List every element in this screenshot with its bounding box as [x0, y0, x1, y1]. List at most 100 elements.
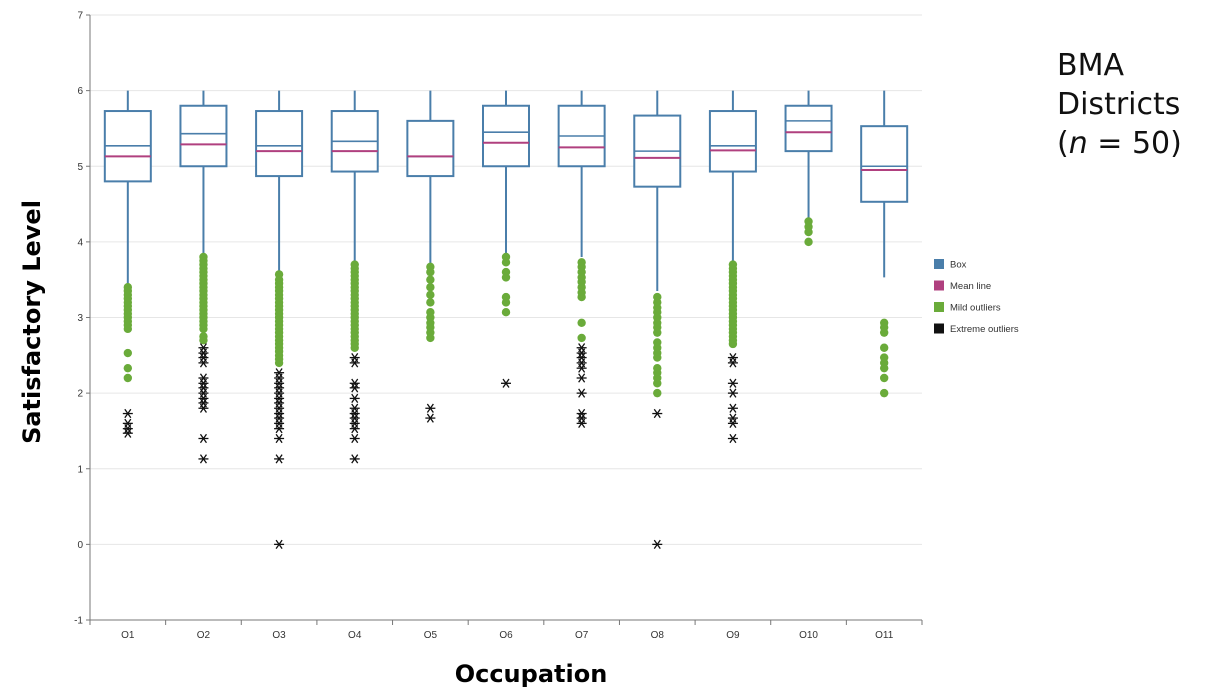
asterisk-stroke: [578, 363, 586, 373]
asterisk-stroke: [426, 413, 434, 423]
extreme-outlier: [274, 424, 285, 434]
extreme-outlier: [122, 424, 133, 434]
extreme-outlier: [274, 373, 285, 383]
axes: -1 0 1 2 3 4 5 6 7 O1 O2 O3 O4 O5 O6 O7 O8 O9 O10 O11: [74, 11, 923, 641]
extreme-outlier: [122, 408, 133, 419]
mild-outlier: [199, 324, 208, 334]
extreme-outlier: [274, 368, 285, 378]
extreme-outlier: [349, 433, 360, 444]
mild-outlier: [653, 328, 662, 337]
iqr-box: [708, 110, 757, 173]
extreme-outlier: [576, 373, 587, 383]
extreme-outlier: [652, 408, 663, 419]
asterisk-stroke: [729, 418, 737, 428]
mild-outlier: [426, 290, 435, 300]
box-O8: [633, 90, 682, 292]
x-tick-label: O3: [272, 630, 286, 641]
asterisk-stroke: [124, 424, 132, 434]
extreme-outlier: [727, 388, 738, 398]
asterisk-stroke: [578, 373, 586, 383]
asterisk-stroke: [351, 454, 359, 464]
sample-note: BMA Districts (n = 50): [1057, 46, 1182, 163]
mild-outlier: [879, 388, 889, 398]
asterisk-stroke: [351, 383, 359, 393]
legend-label-extreme: Extreme outliers: [950, 324, 1019, 335]
y-tick-label: 2: [77, 389, 83, 400]
extreme-outlier: [198, 398, 209, 408]
legend-swatch-mild: [934, 302, 944, 312]
legend-swatch-box: [934, 259, 944, 269]
asterisk-stroke: [729, 378, 737, 388]
x-axis-title: Occupation: [455, 660, 608, 688]
asterisk-stroke: [351, 393, 359, 404]
extreme-outlier: [349, 358, 360, 368]
mild-outlier: [879, 343, 889, 352]
y-tick-label: 1: [77, 464, 83, 475]
extreme-outlier: [576, 352, 587, 363]
legend-label-box: Box: [950, 260, 967, 271]
asterisk-stroke: [199, 454, 207, 464]
extreme-outlier: [576, 343, 587, 353]
extreme-outlier: [198, 378, 209, 388]
asterisk-stroke: [351, 433, 359, 444]
box-O1: [103, 90, 152, 284]
extreme-outlier: [274, 393, 285, 404]
mild-outlier: [804, 227, 813, 237]
asterisk-stroke: [199, 433, 207, 444]
mild-outlier: [577, 318, 586, 327]
extreme-outlier: [576, 413, 587, 423]
extreme-outlier: [198, 352, 209, 363]
boxes: [103, 90, 909, 292]
box-O9: [708, 90, 757, 261]
mild-outlier: [653, 379, 662, 388]
mild-outlier: [879, 363, 889, 373]
asterisk-stroke: [199, 378, 207, 388]
mild-outlier: [123, 348, 133, 358]
asterisk-stroke: [275, 539, 283, 549]
extreme-outlier: [198, 373, 209, 383]
asterisk-stroke: [199, 403, 207, 413]
extreme-outlier: [274, 378, 285, 388]
mild-outlier: [123, 373, 133, 383]
asterisk-stroke: [653, 539, 661, 549]
extreme-outlier: [198, 358, 209, 368]
x-tick-label: O2: [197, 630, 211, 641]
extreme-outlier: [727, 418, 738, 428]
extreme-outlier: [727, 378, 738, 388]
mild-outlier: [577, 333, 586, 343]
x-tick-label: O7: [575, 630, 589, 641]
box-O11: [860, 90, 909, 278]
extreme-outlier: [198, 348, 209, 358]
mild-outlier: [501, 308, 511, 317]
asterisk-stroke: [502, 378, 510, 388]
asterisk-stroke: [729, 388, 737, 398]
extreme-outlier: [349, 454, 360, 464]
extreme-outlier: [727, 358, 738, 368]
mild-outlier: [804, 237, 813, 247]
extreme-outlier: [198, 388, 209, 398]
asterisk-stroke: [351, 408, 359, 419]
iqr-box: [255, 110, 304, 178]
extreme-outlier: [349, 352, 360, 363]
extreme-outlier: [576, 363, 587, 373]
mild-outlier: [879, 328, 889, 337]
extreme-outlier: [727, 352, 738, 363]
note-n-value: = 50): [1087, 126, 1182, 161]
asterisk-stroke: [729, 433, 737, 444]
extreme-outlier: [349, 424, 360, 434]
extreme-outlier: [349, 378, 360, 388]
note-line-2: Districts: [1057, 87, 1181, 122]
extreme-outlier: [274, 418, 285, 428]
extreme-outlier: [198, 383, 209, 393]
mild-outlier: [879, 373, 889, 383]
extreme-outlier: [198, 433, 209, 444]
y-tick-label: 7: [77, 11, 83, 22]
extreme-outlier: [198, 454, 209, 464]
asterisk-stroke: [275, 378, 283, 388]
extreme-outlier: [198, 403, 209, 413]
box-O6: [482, 90, 530, 254]
extreme-outlier: [727, 433, 738, 444]
legend-label-mean: Mean line: [950, 281, 991, 292]
extreme-outlier: [274, 454, 285, 464]
